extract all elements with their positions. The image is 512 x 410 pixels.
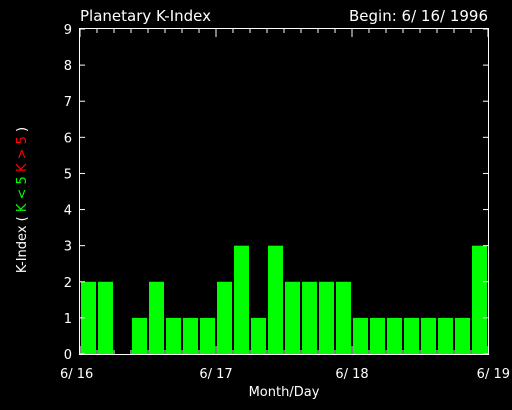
y-tick-label: 7 bbox=[64, 95, 72, 110]
k-index-bar bbox=[251, 317, 266, 354]
k-index-bar bbox=[200, 317, 215, 354]
k-index-bar bbox=[421, 317, 436, 354]
y-axis-label: K-Index ( K < 5 K > 5 ) bbox=[15, 127, 30, 273]
k-index-bar bbox=[387, 317, 402, 354]
y-axis-label-part: ( bbox=[15, 216, 30, 225]
y-axis-label-part: ) bbox=[15, 127, 30, 136]
y-tick-label: 1 bbox=[64, 312, 72, 327]
k-index-bar bbox=[302, 281, 317, 354]
y-axis-label-part: K < 5 bbox=[15, 176, 30, 216]
x-tick-label: 6/ 17 bbox=[199, 367, 232, 382]
chart-title: Planetary K-Index bbox=[80, 7, 211, 25]
y-axis-label-part: K-Index bbox=[15, 225, 30, 273]
k-index-bar bbox=[319, 281, 334, 354]
y-axis: 0 1 2 3 4 5 6 7 8 9 bbox=[64, 23, 488, 363]
k-index-bar bbox=[404, 317, 419, 354]
y-axis-label-part: K > 5 bbox=[15, 136, 30, 176]
chart-subtitle: Begin: 6/ 16/ 1996 bbox=[349, 7, 488, 25]
x-tick-label: 6/ 19 bbox=[477, 367, 510, 382]
y-tick-label: 3 bbox=[64, 240, 72, 255]
k-index-bar bbox=[472, 245, 487, 354]
y-tick-label: 5 bbox=[64, 167, 72, 182]
x-axis-label: Month/Day bbox=[249, 385, 320, 400]
x-tick-label: 6/ 16 bbox=[60, 367, 93, 382]
k-index-bar bbox=[336, 281, 351, 354]
k-index-bar bbox=[370, 317, 385, 354]
x-tick-label: 6/ 18 bbox=[335, 367, 368, 382]
k-index-bar bbox=[183, 317, 198, 354]
k-index-bar bbox=[455, 317, 470, 354]
bars-group bbox=[81, 245, 487, 354]
k-index-bar bbox=[217, 281, 232, 354]
k-index-bar bbox=[81, 281, 96, 354]
k-index-bar bbox=[268, 245, 283, 354]
k-index-bar bbox=[166, 317, 181, 354]
plot-frame bbox=[79, 28, 489, 355]
k-index-bar bbox=[132, 317, 147, 354]
y-tick-label: 6 bbox=[64, 131, 72, 146]
k-index-bar bbox=[234, 245, 249, 354]
k-index-bar bbox=[438, 317, 453, 354]
x-axis: 6/ 16 6/ 17 6/ 18 6/ 19 bbox=[60, 29, 510, 382]
y-tick-label: 4 bbox=[64, 204, 72, 219]
k-index-bar bbox=[149, 281, 164, 354]
k-index-bar bbox=[285, 281, 300, 354]
y-tick-label: 8 bbox=[64, 59, 72, 74]
k-index-bar bbox=[353, 317, 368, 354]
k-index-bar bbox=[98, 281, 113, 354]
y-tick-label: 9 bbox=[64, 23, 72, 38]
y-tick-label: 2 bbox=[64, 276, 72, 291]
y-tick-label: 0 bbox=[64, 348, 72, 363]
